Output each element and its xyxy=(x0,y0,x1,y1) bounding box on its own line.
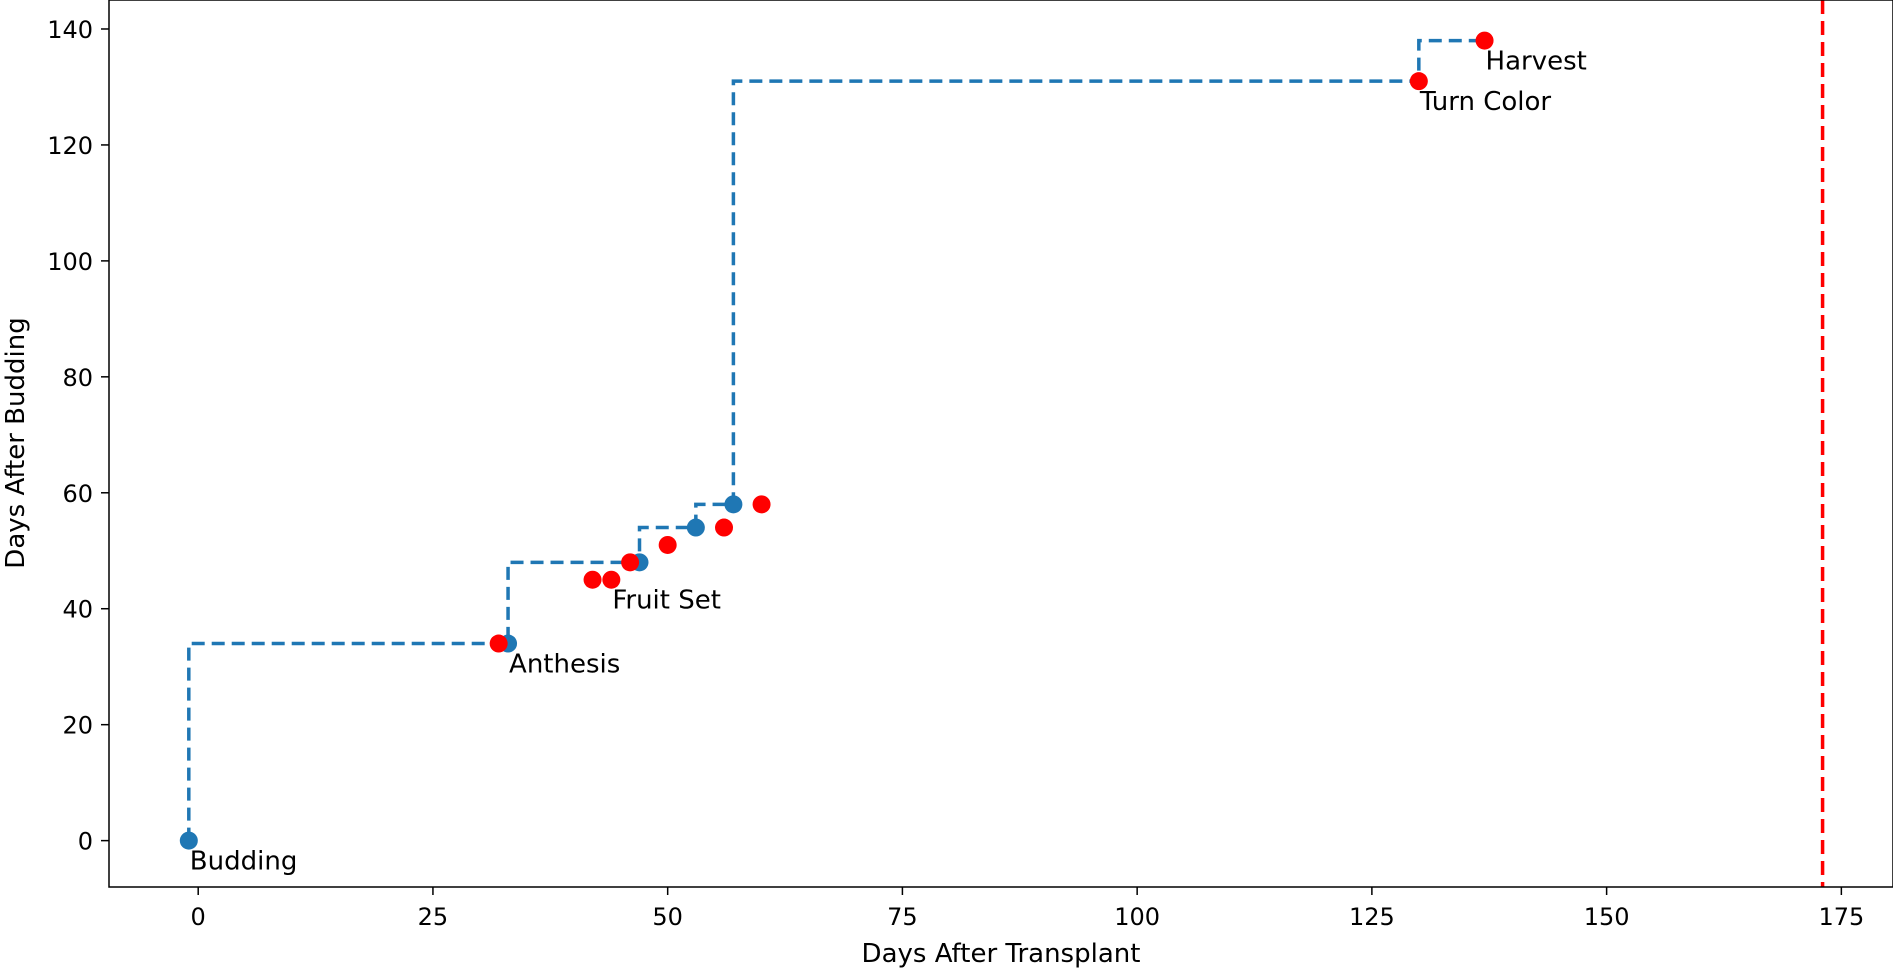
y-tick-label: 0 xyxy=(78,828,93,856)
y-axis-title: Days After Budding xyxy=(1,317,31,568)
annotation-label: Harvest xyxy=(1486,47,1587,77)
red-point xyxy=(1409,72,1428,91)
red-point xyxy=(1475,31,1494,50)
red-point xyxy=(489,634,508,653)
y-tick-label: 120 xyxy=(47,132,93,160)
x-tick-label: 125 xyxy=(1349,903,1395,931)
y-axis: 0 20 40 60 80 100 120 140 xyxy=(47,16,109,856)
annotation-label: Fruit Set xyxy=(612,586,721,616)
x-tick-label: 0 xyxy=(191,903,206,931)
y-tick-label: 60 xyxy=(62,480,93,508)
y-tick-label: 100 xyxy=(47,248,93,276)
annotation-label: Budding xyxy=(190,847,298,877)
y-tick-label: 40 xyxy=(62,596,93,624)
red-point xyxy=(583,570,602,589)
red-point xyxy=(602,570,621,589)
blue-point xyxy=(179,831,198,850)
step-line xyxy=(187,38,1485,841)
red-point xyxy=(752,495,771,514)
blue-point xyxy=(724,495,743,514)
x-axis: 0 25 50 75 100 125 150 175 xyxy=(191,887,1864,931)
x-tick-label: 50 xyxy=(652,903,683,931)
red-point xyxy=(658,535,677,554)
x-tick-label: 75 xyxy=(887,903,918,931)
x-tick-label: 100 xyxy=(1114,903,1160,931)
plot-frame xyxy=(108,0,1893,888)
annotation-label: Anthesis xyxy=(509,650,620,680)
annotation-label: Turn Color xyxy=(1419,87,1552,117)
blue-point xyxy=(686,518,705,537)
red-point xyxy=(621,553,640,572)
red-point xyxy=(715,518,734,537)
x-tick-label: 175 xyxy=(1818,903,1864,931)
y-tick-label: 140 xyxy=(47,16,93,44)
y-tick-label: 20 xyxy=(62,712,93,740)
x-axis-title: Days After Transplant xyxy=(862,939,1141,969)
x-tick-label: 25 xyxy=(418,903,449,931)
y-tick-label: 80 xyxy=(62,364,93,392)
x-tick-label: 150 xyxy=(1584,903,1630,931)
plot-marks: Budding Anthesis Fruit Set Turn Color Harves… xyxy=(179,0,1825,887)
